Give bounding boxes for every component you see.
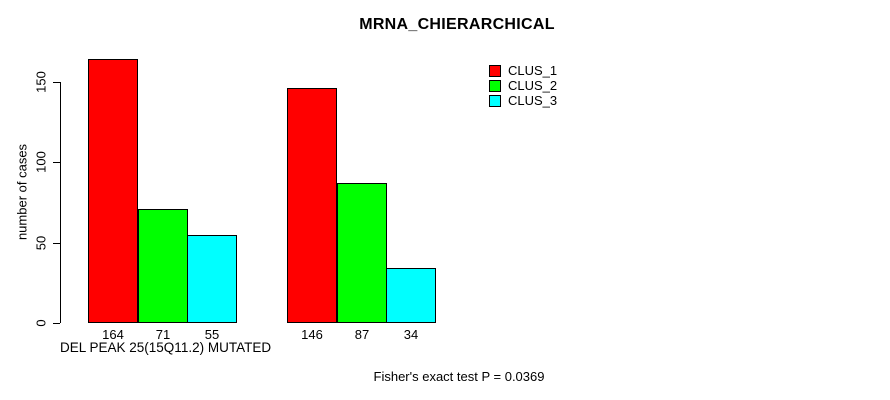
bar-clus_1-group1 [88,59,138,323]
bar-clus_2-group1 [138,209,188,323]
legend-swatch-clus-1 [489,64,501,77]
chart-title: MRNA_CHIERARCHICAL [359,16,555,33]
legend-item-clus-3: CLUS_3 [489,93,557,108]
bar-clus_3-group1 [187,235,237,323]
bar-clus_2-group2 [337,183,387,323]
y-axis-tick-label: 0 [33,319,49,327]
y-axis-tick [53,323,60,324]
bar-value-label: 164 [102,327,124,342]
bar-value-label: 146 [301,327,323,342]
legend-label-clus-2: CLUS_2 [508,78,558,93]
bar-value-label: 71 [155,327,171,342]
legend-swatch-clus-3 [489,94,501,107]
legend-item-clus-1: CLUS_1 [489,63,557,78]
bar-value-label: 55 [204,327,220,342]
y-axis-tick-label: 100 [33,151,49,173]
bar-value-label: 87 [354,327,370,342]
bar-clus_3-group2 [386,268,436,323]
x-axis-label: DEL PEAK 25(15Q11.2) MUTATED [60,340,272,355]
legend: CLUS_1 CLUS_2 CLUS_3 [489,63,557,108]
bar-clus_1-group2 [287,88,337,323]
y-axis-tick [53,243,60,244]
bar-value-label: 34 [403,327,419,342]
statistical-test-annotation: Fisher's exact test P = 0.0369 [373,369,545,384]
legend-item-clus-2: CLUS_2 [489,78,557,93]
legend-swatch-clus-2 [489,79,501,92]
y-axis-line [60,82,61,323]
legend-label-clus-1: CLUS_1 [508,63,558,78]
y-axis-tick [53,162,60,163]
legend-label-clus-3: CLUS_3 [508,93,558,108]
y-axis-tick [53,82,60,83]
y-axis-tick-label: 150 [33,71,49,93]
y-axis-tick-label: 50 [33,235,49,251]
